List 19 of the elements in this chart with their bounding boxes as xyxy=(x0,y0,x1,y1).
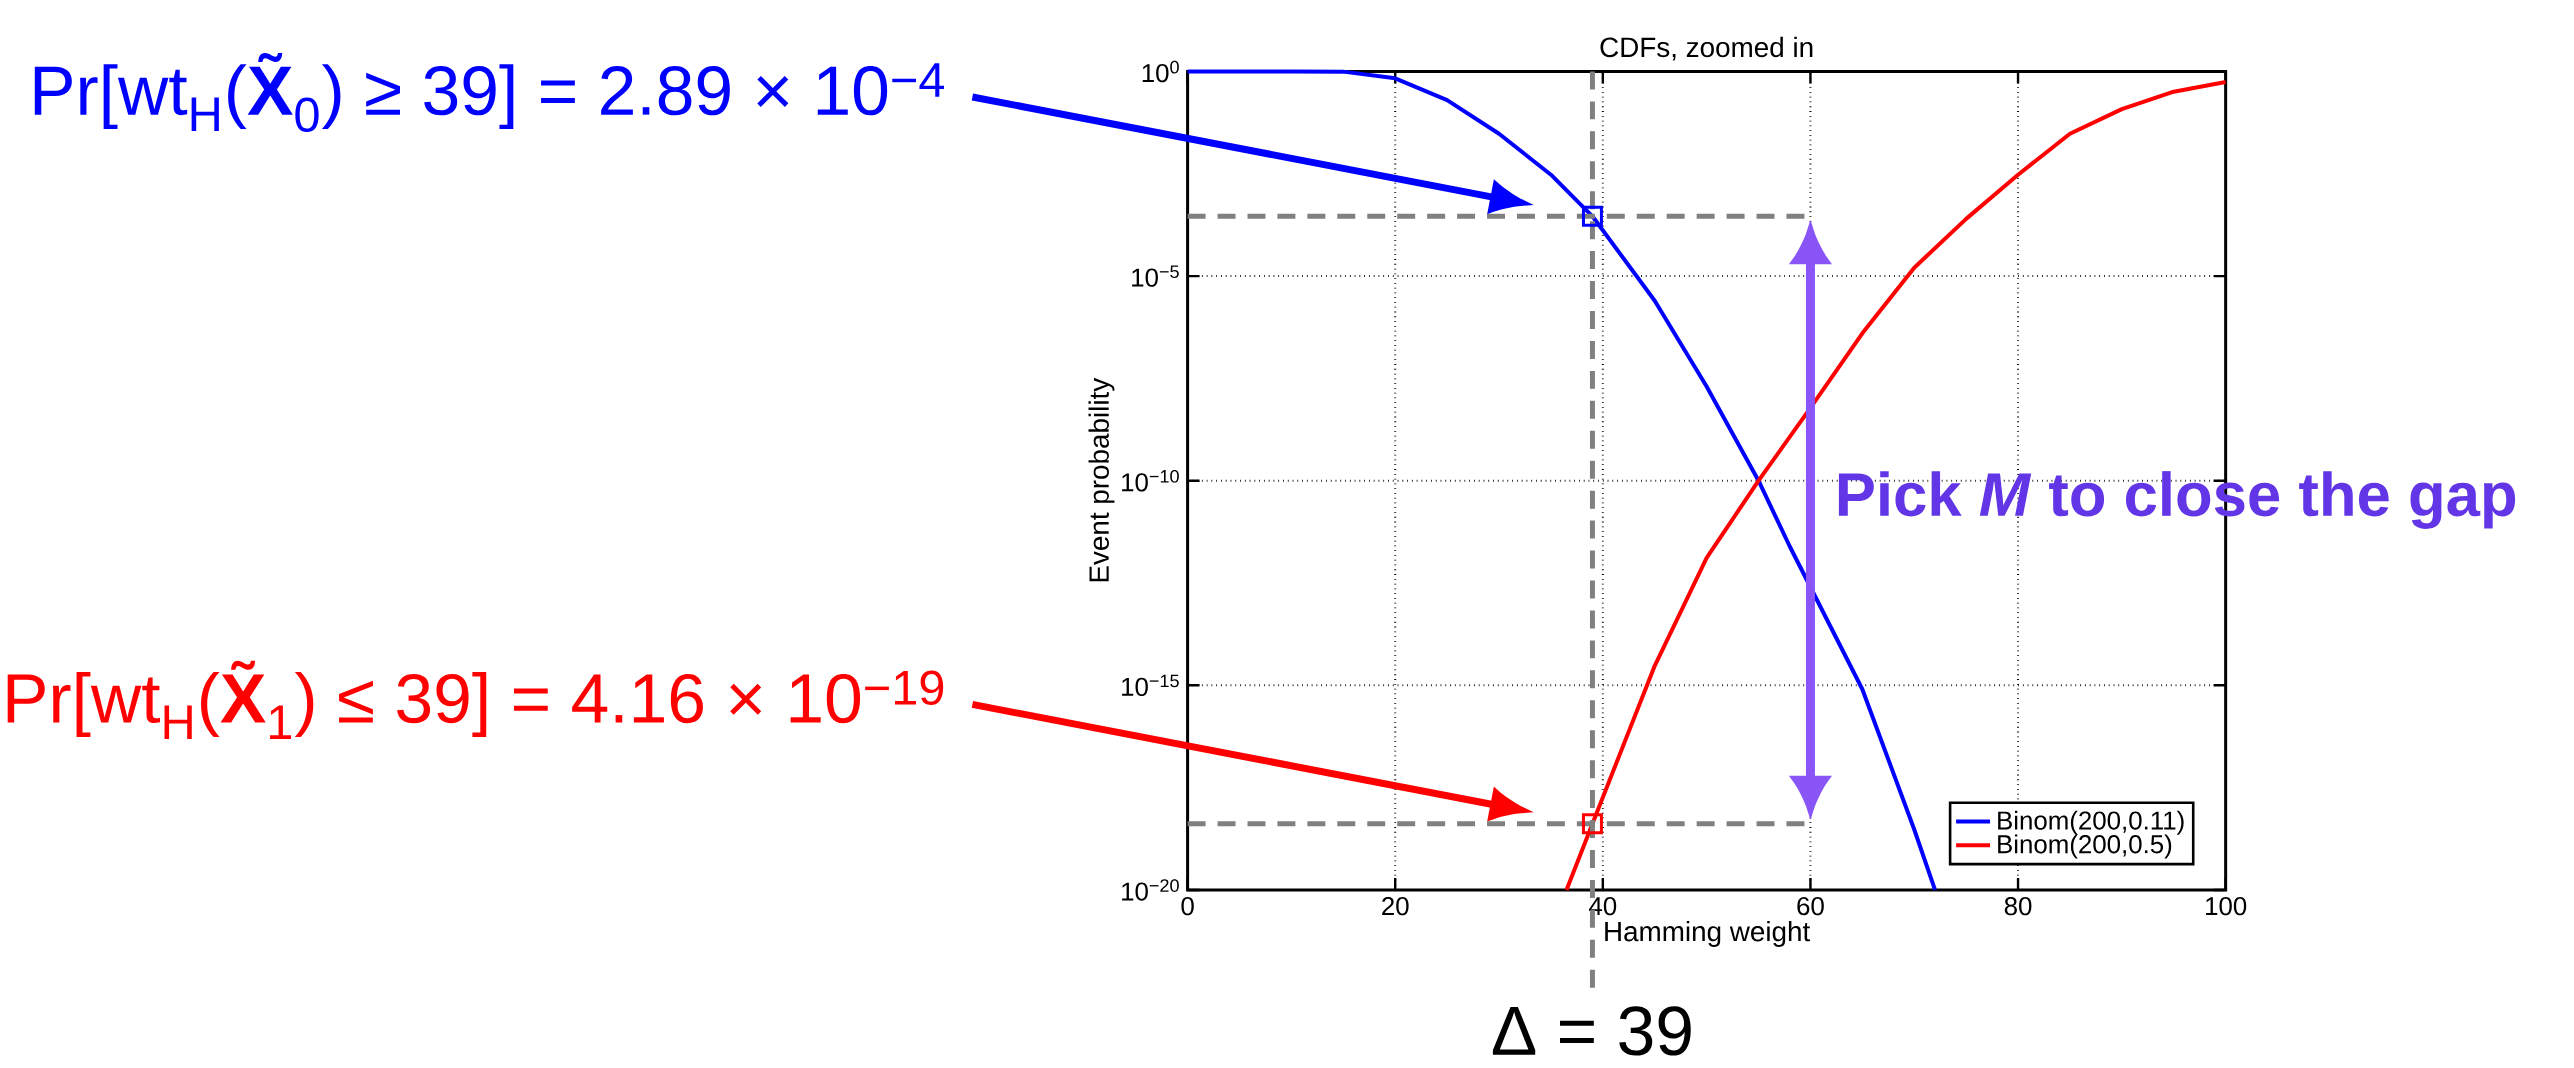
y-tick-label: 10$^{−15}$ xyxy=(1122,674,1179,696)
x-tick-label: 40 xyxy=(1589,896,1617,916)
x-tick-label: 80 xyxy=(2004,896,2032,916)
ref-line-label: Δ = 39 xyxy=(1492,1006,1691,1056)
x-tick-label: 60 xyxy=(1797,896,1824,916)
x-axis-title: Hamming weight xyxy=(1605,920,1811,947)
x-tick-label: 20 xyxy=(1382,896,1409,916)
y-axis-title: Event probability xyxy=(1088,377,1115,582)
x-tick-label: 0 xyxy=(1181,896,1194,916)
y-tick-label: 10$^{−10}$ xyxy=(1122,469,1179,492)
y-tick-label: 10$^{−20}$ xyxy=(1122,879,1179,901)
legend-label: Binom(200,0.11) xyxy=(1998,810,2184,835)
text: Pr[wt$_{H}$(X̃$_{1}$) ≤ 39] = 4.16 × 10$^{−19}$ xyxy=(7,660,944,739)
legend-label: Binom(200,0.5) xyxy=(1998,834,2172,859)
chart-title: CDFs, zoomed in xyxy=(1600,36,1813,61)
y-tick-label: 10$^{0}$ xyxy=(1142,60,1179,83)
text: Pr[wt$_{H}$(X̃$_{0}$) ≥ 39] = 2.89 × 10$^{−4}$ xyxy=(34,52,945,133)
y-tick-label: 10$^{−5}$ xyxy=(1132,265,1179,287)
x-tick-label: 100 xyxy=(2206,896,2247,916)
